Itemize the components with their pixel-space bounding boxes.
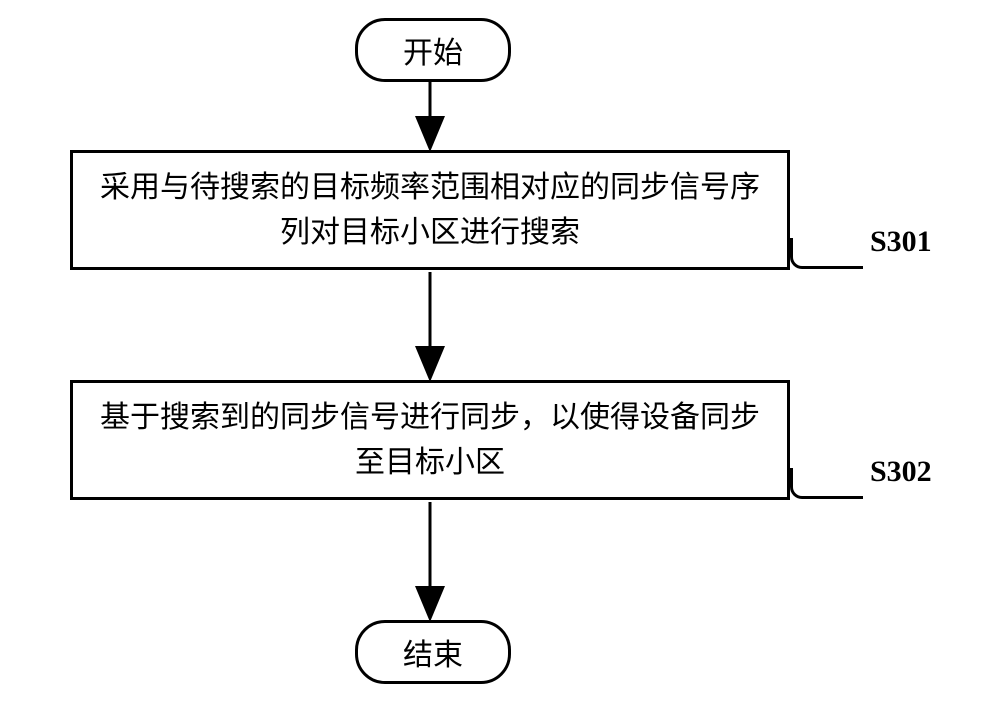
process-step-1-text: 采用与待搜索的目标频率范围相对应的同步信号序列对目标小区进行搜索 — [93, 165, 767, 255]
step-1-connector — [790, 238, 863, 269]
step-1-id: S301 — [870, 225, 932, 259]
flow-arrows — [0, 0, 1000, 712]
process-step-2: 基于搜索到的同步信号进行同步，以使得设备同步至目标小区 — [70, 380, 790, 500]
start-terminal: 开始 — [355, 18, 511, 82]
step-2-connector — [790, 468, 863, 499]
end-label: 结束 — [403, 630, 463, 674]
step-2-id: S302 — [870, 455, 932, 489]
process-step-2-text: 基于搜索到的同步信号进行同步，以使得设备同步至目标小区 — [93, 395, 767, 485]
process-step-1: 采用与待搜索的目标频率范围相对应的同步信号序列对目标小区进行搜索 — [70, 150, 790, 270]
end-terminal: 结束 — [355, 620, 511, 684]
start-label: 开始 — [403, 28, 463, 72]
